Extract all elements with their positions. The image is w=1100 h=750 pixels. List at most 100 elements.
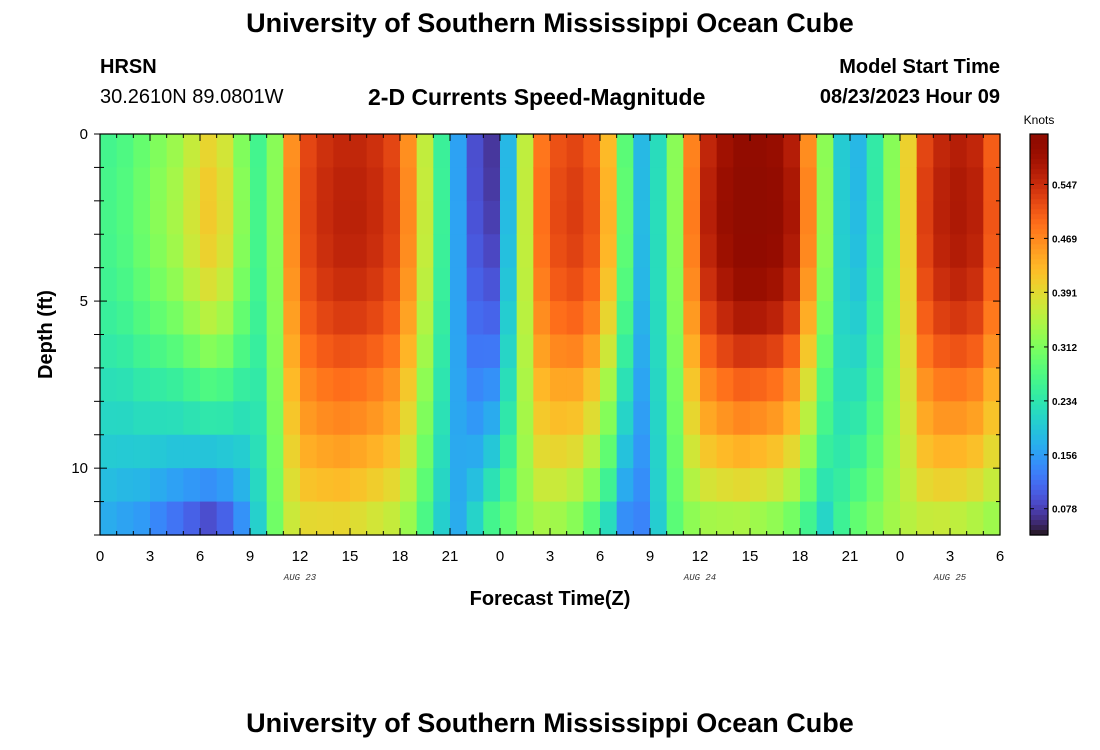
- heatmap-cell: [683, 367, 701, 402]
- heatmap-cell: [650, 468, 668, 503]
- heatmap-cell: [550, 401, 568, 436]
- heatmap-cell: [200, 200, 218, 235]
- heatmap-cell: [650, 367, 668, 402]
- heatmap-cell: [933, 200, 951, 235]
- y-tick-label: 5: [80, 293, 88, 310]
- x-tick-label: 6: [196, 548, 204, 565]
- colorbar-segment: [1030, 194, 1048, 200]
- colorbar-segment: [1030, 354, 1048, 361]
- heatmap-cell: [950, 501, 968, 536]
- heatmap-cell: [216, 134, 234, 169]
- heatmap-cell: [200, 468, 218, 503]
- heatmap-cell: [350, 200, 368, 235]
- heatmap-cell: [100, 401, 118, 436]
- heatmap-cell: [950, 134, 968, 169]
- heatmap-cell: [616, 334, 634, 369]
- heatmap-cell: [316, 301, 334, 336]
- heatmap-cell: [850, 501, 868, 536]
- colorbar-segment: [1030, 209, 1048, 215]
- heatmap-cell: [666, 367, 684, 402]
- heatmap-cell: [350, 134, 368, 169]
- heatmap-cell: [416, 301, 434, 336]
- colorbar-segment: [1030, 464, 1048, 471]
- heatmap-cell: [966, 501, 984, 536]
- colorbar-segment: [1030, 299, 1048, 306]
- colorbar-segment: [1030, 339, 1048, 346]
- colorbar-segment: [1030, 239, 1048, 245]
- heatmap-cell: [316, 200, 334, 235]
- heatmap-cell: [133, 134, 151, 169]
- heatmap-cell: [166, 434, 184, 469]
- colorbar-segment: [1030, 319, 1048, 326]
- heatmap-cell: [616, 167, 634, 202]
- heatmap-cell: [966, 167, 984, 202]
- heatmap-cell: [866, 200, 884, 235]
- heatmap-cell: [750, 367, 768, 402]
- heatmap-cell: [866, 501, 884, 536]
- heatmap-cell: [533, 468, 551, 503]
- heatmap-cell: [350, 468, 368, 503]
- heatmap-cell: [466, 401, 484, 436]
- heatmap-cell: [233, 468, 251, 503]
- heatmap-cell: [833, 501, 851, 536]
- heatmap-cell: [400, 234, 418, 269]
- heatmap-cell: [850, 468, 868, 503]
- heatmap-cell: [600, 367, 618, 402]
- heatmap-cell: [166, 367, 184, 402]
- colorbar-segment: [1030, 279, 1048, 285]
- heatmap-cell: [316, 501, 334, 536]
- colorbar-segment: [1030, 309, 1048, 316]
- colorbar-segment: [1030, 479, 1048, 486]
- colorbar-segment: [1030, 324, 1048, 331]
- heatmap-cell: [916, 267, 934, 302]
- heatmap-cell: [100, 267, 118, 302]
- heatmap-cell: [716, 167, 734, 202]
- heatmap-cell: [766, 501, 784, 536]
- heatmap-cell: [733, 434, 751, 469]
- heatmap-cell: [916, 501, 934, 536]
- heatmap-cell: [550, 200, 568, 235]
- heatmap-cell: [400, 401, 418, 436]
- heatmap-cell: [666, 167, 684, 202]
- heatmap-cell: [666, 501, 684, 536]
- heatmap-cell: [216, 301, 234, 336]
- colorbar-segment: [1030, 264, 1048, 270]
- heatmap-cell: [250, 134, 268, 169]
- heatmap-cell: [983, 200, 1001, 235]
- heatmap-cell: [350, 301, 368, 336]
- colorbar-segment: [1030, 204, 1048, 210]
- colorbar-segment: [1030, 179, 1048, 185]
- heatmap-cell: [483, 468, 501, 503]
- heatmap-cell: [766, 134, 784, 169]
- heatmap-cell: [316, 134, 334, 169]
- heatmap-cell: [450, 200, 468, 235]
- heatmap-cell: [866, 267, 884, 302]
- heatmap-cell: [266, 267, 284, 302]
- heatmap-cell: [133, 401, 151, 436]
- heatmap-cell: [350, 234, 368, 269]
- heatmap-cell: [400, 434, 418, 469]
- heatmap-cell: [300, 468, 318, 503]
- heatmap-cell: [300, 267, 318, 302]
- heatmap-cell: [783, 200, 801, 235]
- heatmap-cell: [183, 401, 201, 436]
- station-id: HRSN: [100, 56, 157, 78]
- heatmap-cell: [950, 367, 968, 402]
- heatmap-cell: [633, 468, 651, 503]
- heatmap-cell: [933, 234, 951, 269]
- heatmap-cell: [300, 334, 318, 369]
- heatmap-cell: [100, 434, 118, 469]
- heatmap-cell: [333, 434, 351, 469]
- heatmap-cell: [233, 200, 251, 235]
- colorbar-segment: [1030, 224, 1048, 230]
- heatmap-cell: [566, 367, 584, 402]
- heatmap-cell: [150, 334, 168, 369]
- heatmap-cell: [533, 200, 551, 235]
- heatmap-cell: [316, 434, 334, 469]
- heatmap-cell: [433, 434, 451, 469]
- heatmap-cell: [483, 134, 501, 169]
- heatmap-cell: [116, 134, 134, 169]
- heatmap-cell: [250, 468, 268, 503]
- x-tick-label: 21: [442, 548, 459, 565]
- heatmap-cell: [733, 267, 751, 302]
